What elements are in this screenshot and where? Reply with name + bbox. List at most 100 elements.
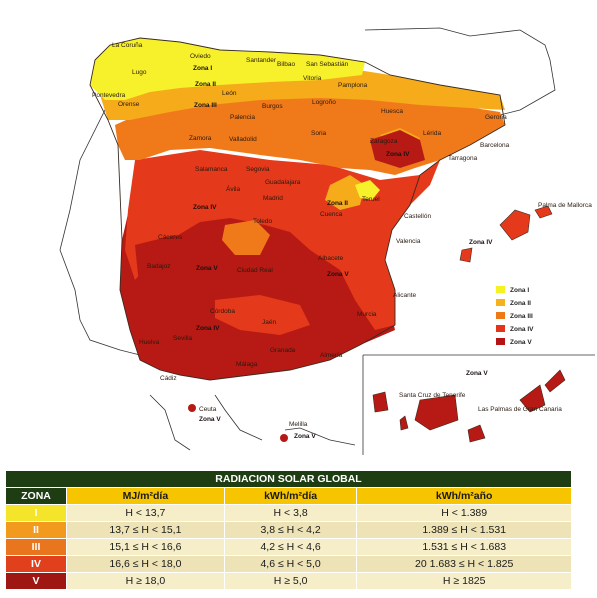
city-label: Huesca bbox=[381, 108, 403, 115]
zone-labels: Zona I Zona II Zona III Zona IV Zona II … bbox=[193, 65, 493, 440]
zone-cell: IV bbox=[5, 555, 67, 573]
zone-label-v-murcia: Zona V bbox=[327, 271, 349, 278]
legend-label-iii: Zona III bbox=[510, 313, 533, 320]
city-label: Cuenca bbox=[320, 211, 343, 218]
city-label: Pontevedra bbox=[92, 92, 126, 99]
zone-label-iv-balear: Zona IV bbox=[469, 239, 493, 246]
legend-swatch-iv bbox=[496, 325, 505, 332]
balearic-islands bbox=[459, 205, 553, 263]
header-zona: ZONA bbox=[5, 487, 67, 505]
kwh-dia-cell: 4,6 ≤ H < 5,0 bbox=[223, 555, 358, 573]
city-label: Gerona bbox=[485, 114, 507, 121]
kwh-ano-cell: H < 1.389 bbox=[356, 504, 572, 522]
city-label: Orense bbox=[118, 101, 140, 108]
kwh-dia-cell: 3,8 ≤ H < 4,2 bbox=[223, 521, 358, 539]
zone-label-ii: Zona II bbox=[195, 81, 216, 88]
kwh-ano-cell: H ≥ 1825 bbox=[356, 572, 572, 590]
zone-iv-pocket-castilla bbox=[215, 295, 310, 335]
zone-v-pocket-extremadura bbox=[135, 235, 225, 305]
city-label: Santa Cruz de Tenerife bbox=[399, 392, 466, 399]
legend-swatch-i bbox=[496, 286, 505, 293]
zone-label-iv-centro: Zona IV bbox=[193, 204, 217, 211]
zone-label-iv-ebro: Zona IV bbox=[386, 151, 410, 158]
city-label: Lérida bbox=[423, 130, 441, 137]
city-label: La Coruña bbox=[112, 42, 143, 49]
mj-cell: H ≥ 18,0 bbox=[66, 572, 225, 590]
table-row: I H < 13,7 H < 3,8 H < 1.389 bbox=[5, 504, 572, 522]
city-label: Ceuta bbox=[199, 406, 217, 413]
legend-label-v: Zona V bbox=[510, 339, 532, 346]
table-row: IV 16,6 ≤ H < 18,0 4,6 ≤ H < 5,0 20 1.68… bbox=[5, 555, 572, 573]
melilla-marker bbox=[280, 434, 288, 442]
city-label: Alicante bbox=[393, 292, 417, 299]
city-labels: La Coruña Oviedo Santander Bilbao San Se… bbox=[92, 42, 592, 428]
city-label: Guadalajara bbox=[265, 179, 301, 186]
legend-swatch-ii bbox=[496, 299, 505, 306]
peninsula-coastline bbox=[89, 37, 506, 381]
header-kwh-ano: kWh/m²año bbox=[356, 487, 572, 505]
city-label: Soria bbox=[311, 130, 327, 137]
city-label: Palencia bbox=[230, 114, 255, 121]
zone-label-ii-cuenca: Zona II bbox=[327, 200, 348, 207]
zone-i-patch-cuenca bbox=[355, 180, 380, 200]
kwh-dia-cell: H ≥ 5,0 bbox=[223, 572, 358, 590]
city-label: Santander bbox=[246, 57, 277, 64]
city-label: Barcelona bbox=[480, 142, 510, 149]
city-label: León bbox=[222, 90, 237, 97]
legend-swatch-v bbox=[496, 338, 505, 345]
city-label: Málaga bbox=[236, 361, 258, 368]
mj-cell: 13,7 ≤ H < 15,1 bbox=[66, 521, 225, 539]
city-label: Oviedo bbox=[190, 53, 211, 60]
city-label: Madrid bbox=[263, 195, 283, 202]
zone-i-region bbox=[90, 38, 365, 100]
city-label: Tarragona bbox=[448, 155, 478, 162]
city-label: Valladolid bbox=[229, 136, 257, 143]
legend-label-iv: Zona IV bbox=[510, 326, 534, 333]
zone-cell: I bbox=[5, 504, 67, 522]
city-label: Lugo bbox=[132, 69, 147, 76]
table-row: II 13,7 ≤ H < 15,1 3,8 ≤ H < 4,2 1.389 ≤… bbox=[5, 521, 572, 539]
legend-swatch-iii bbox=[496, 312, 505, 319]
zone-label-v-ceuta: Zona V bbox=[199, 416, 221, 423]
mj-cell: 15,1 ≤ H < 16,6 bbox=[66, 538, 225, 556]
table-row: V H ≥ 18,0 H ≥ 5,0 H ≥ 1825 bbox=[5, 572, 572, 590]
city-label: Ciudad Real bbox=[237, 267, 273, 274]
city-label: Sevilla bbox=[173, 335, 193, 342]
header-kwh-dia: kWh/m²día bbox=[223, 487, 358, 505]
zone-iii-patch-toledo bbox=[222, 220, 270, 255]
header-mj-dia: MJ/m²día bbox=[66, 487, 225, 505]
zone-label-i: Zona I bbox=[193, 65, 212, 72]
zone-label-v-canarias: Zona V bbox=[466, 370, 488, 377]
city-label: Logroño bbox=[312, 99, 336, 106]
city-label: Toledo bbox=[253, 218, 273, 225]
ceuta-marker bbox=[188, 404, 196, 412]
canary-islands bbox=[372, 369, 566, 443]
zone-label-iv-sur: Zona IV bbox=[196, 325, 220, 332]
city-label: Murcia bbox=[357, 311, 377, 318]
city-label: Zamora bbox=[189, 135, 212, 142]
neighbour-borders bbox=[59, 27, 595, 455]
city-label: Granada bbox=[270, 347, 296, 354]
city-label: Palma de Mallorca bbox=[538, 202, 592, 209]
city-label: Bilbao bbox=[277, 61, 295, 68]
legend-label-ii: Zona II bbox=[510, 300, 531, 307]
zone-cell: III bbox=[5, 538, 67, 556]
city-label: Huelva bbox=[139, 339, 160, 346]
kwh-dia-cell: 4,2 ≤ H < 4,6 bbox=[223, 538, 358, 556]
city-label: Córdoba bbox=[210, 308, 235, 315]
city-label: Castellón bbox=[404, 213, 431, 220]
kwh-ano-cell: 20 1.683 ≤ H < 1.825 bbox=[356, 555, 572, 573]
kwh-dia-cell: H < 3,8 bbox=[223, 504, 358, 522]
city-label: Almería bbox=[320, 352, 343, 359]
map-legend: Zona I Zona II Zona III Zona IV Zona V bbox=[496, 286, 534, 346]
mj-cell: H < 13,7 bbox=[66, 504, 225, 522]
zone-v-pocket-andalucia bbox=[145, 305, 330, 372]
city-label: Segovia bbox=[246, 166, 270, 173]
city-label: Cáceres bbox=[158, 234, 183, 241]
city-label: Vitoria bbox=[303, 75, 322, 82]
table-title-row: RADIACION SOLAR GLOBAL bbox=[5, 470, 572, 488]
city-label: San Sebastián bbox=[306, 61, 349, 68]
kwh-ano-cell: 1.531 ≤ H < 1.683 bbox=[356, 538, 572, 556]
city-label: Badajoz bbox=[147, 263, 171, 270]
city-label: Salamanca bbox=[195, 166, 228, 173]
